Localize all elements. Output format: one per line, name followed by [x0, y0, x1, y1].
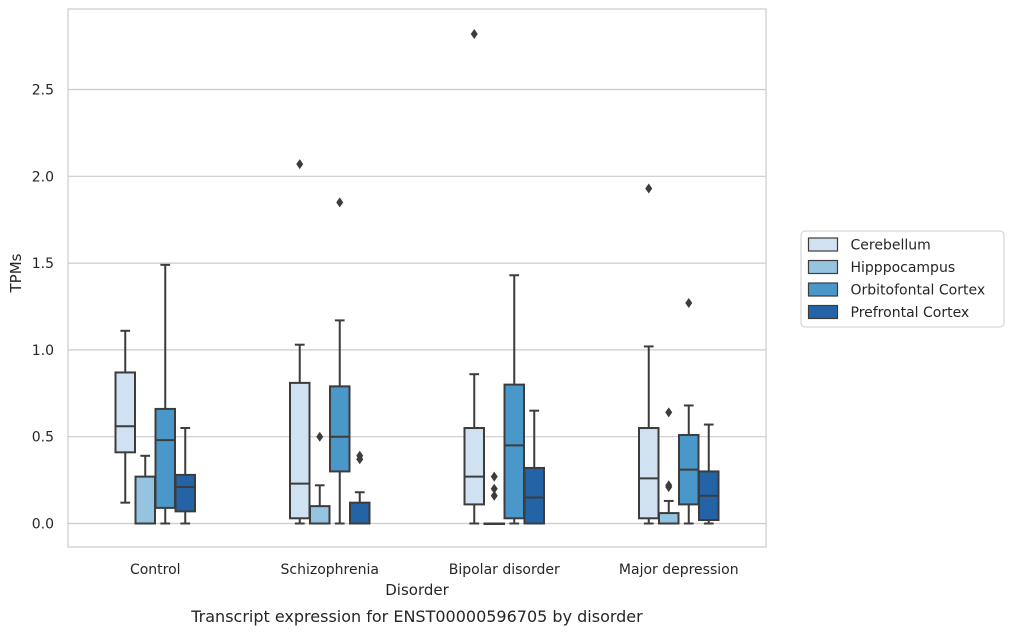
box-body — [658, 512, 680, 525]
box-series — [114, 28, 720, 525]
box-2-1 — [329, 197, 351, 525]
y-axis-title: TPMs — [7, 253, 25, 293]
outlier-point — [296, 159, 304, 170]
outlier-point — [490, 490, 498, 501]
x-tick-label: Schizophrenia — [281, 562, 379, 578]
legend-swatch — [807, 237, 839, 252]
x-tick-label: Bipolar disorder — [449, 562, 560, 578]
outlier-point — [665, 407, 673, 418]
y-tick-label: 0.0 — [32, 517, 54, 533]
legend: Cerebellum Hipppocampus Orbitofontal Corte… — [800, 230, 1005, 328]
outlier-point — [490, 471, 498, 482]
legend-label: Orbitofontal Cortex — [851, 283, 986, 299]
box-body — [134, 475, 156, 525]
plot-frame — [67, 8, 767, 548]
box-body — [638, 427, 660, 520]
legend-swatch — [807, 259, 839, 275]
box-body — [463, 427, 485, 506]
box-1-3 — [658, 407, 680, 525]
y-tick-label: 2.0 — [32, 169, 54, 185]
box-1-2 — [483, 471, 505, 525]
x-tick-label: Major depression — [619, 562, 739, 578]
box-3-3 — [698, 423, 720, 525]
outlier-point — [356, 454, 364, 465]
x-axis-title: Disorder — [385, 581, 449, 599]
box-2-2 — [503, 274, 525, 525]
x-tick-labels: Control Schizophrenia Bipolar disorder Majo… — [130, 562, 739, 578]
outlier-point — [336, 197, 344, 208]
y-tick-label: 1.0 — [32, 343, 54, 359]
box-2-3 — [678, 298, 700, 525]
legend-swatch — [807, 304, 839, 320]
y-tick-labels: 0.0 0.5 1.0 1.5 2.0 2.5 — [32, 83, 54, 533]
legend-label: Cerebellum — [851, 238, 931, 254]
legend-frame — [800, 230, 1005, 328]
y-tick-label: 0.5 — [32, 430, 54, 446]
outlier-point — [645, 183, 653, 194]
box-body — [329, 385, 351, 473]
box-body — [289, 381, 311, 520]
y-tick-label: 2.5 — [32, 83, 54, 99]
box-body — [503, 383, 525, 520]
box-3-1 — [349, 450, 371, 525]
box-body — [154, 407, 176, 509]
x-tick-label: Control — [130, 562, 181, 578]
y-tick-label: 1.5 — [32, 256, 54, 272]
box-body — [349, 501, 371, 525]
chart-caption: Transcript expression for ENST0000059670… — [190, 607, 643, 626]
outlier-point — [685, 298, 693, 309]
box-0-1 — [289, 159, 311, 525]
box-0-0 — [114, 329, 136, 504]
outlier-point — [470, 28, 478, 39]
box-body — [309, 505, 331, 525]
box-3-0 — [174, 427, 196, 525]
box-body — [523, 466, 545, 525]
box-1-1 — [309, 431, 331, 525]
box-0-3 — [638, 183, 660, 525]
outlier-point — [490, 483, 498, 494]
outlier-point — [316, 431, 324, 442]
legend-swatch — [807, 282, 839, 297]
legend-label: Prefrontal Cortex — [851, 305, 970, 321]
box-body — [114, 371, 136, 454]
box-3-2 — [523, 409, 545, 525]
box-2-0 — [154, 263, 176, 525]
box-body — [174, 473, 196, 513]
box-1-0 — [134, 454, 156, 525]
box-0-2 — [463, 28, 485, 525]
legend-items: Cerebellum Hipppocampus Orbitofontal Corte… — [807, 237, 986, 321]
outlier-point — [665, 482, 673, 493]
legend-label: Hipppocampus — [851, 260, 956, 276]
